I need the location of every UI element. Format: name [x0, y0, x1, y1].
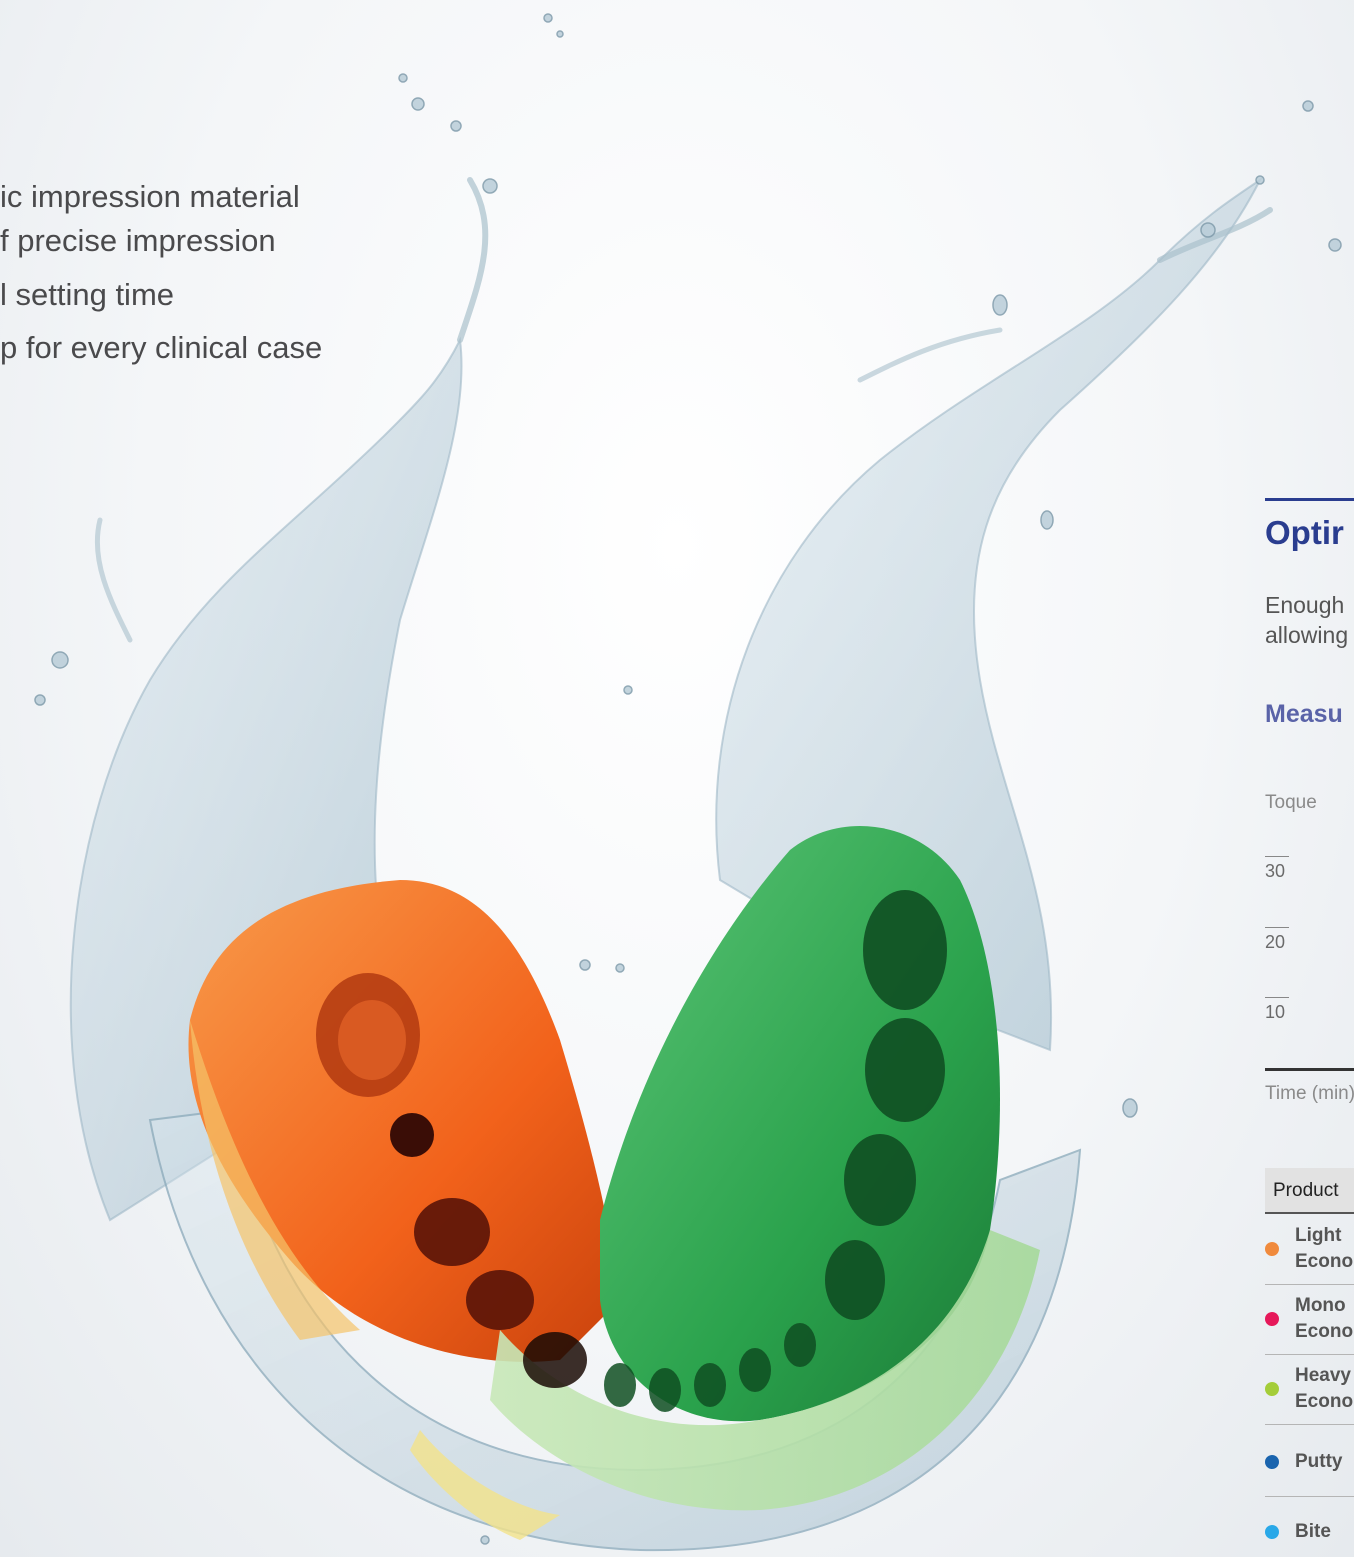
feature-bullet-2: f precise impression — [0, 223, 276, 258]
product-table-header: Product — [1265, 1168, 1354, 1214]
y-tick-line-10 — [1265, 997, 1289, 998]
feature-bullet-1: ic impression material — [0, 179, 300, 214]
feature-bullet-3: l setting time — [0, 277, 175, 312]
table-row: Mono Econo — [1265, 1284, 1354, 1355]
feature-bullet-4: p for every clinical case — [0, 330, 323, 365]
product-name: Bite — [1295, 1519, 1331, 1545]
y-tick-label-30: 30 — [1265, 861, 1286, 881]
color-dot — [1265, 1382, 1279, 1396]
section-heading: Optir — [1265, 514, 1344, 551]
product-name-line-1: Bite — [1295, 1521, 1331, 1542]
product-column-header: Product — [1273, 1180, 1339, 1201]
product-name-line-2: Econo — [1295, 1321, 1354, 1342]
product-name-line-2: Econo — [1295, 1391, 1354, 1412]
section-intro: Enough allowing — [1265, 590, 1348, 650]
product-name-line-2: Econo — [1295, 1251, 1354, 1272]
product-name: Putty — [1295, 1449, 1343, 1475]
product-name: Heavy Econo — [1295, 1363, 1353, 1415]
table-row: Light Econo — [1265, 1214, 1354, 1285]
chart-subheading: Measu — [1265, 700, 1343, 728]
color-dot — [1265, 1455, 1279, 1469]
product-name: Mono Econo — [1295, 1293, 1353, 1345]
product-name: Light Econo — [1295, 1223, 1353, 1275]
table-row: Heavy Econo — [1265, 1354, 1354, 1425]
intro-line-2: allowing — [1265, 622, 1349, 648]
intro-line-1: Enough — [1265, 592, 1345, 618]
color-dot — [1265, 1242, 1279, 1256]
table-row: Bite — [1265, 1496, 1354, 1557]
y-tick-line-20 — [1265, 927, 1289, 928]
product-name-line-1: Mono — [1295, 1295, 1346, 1316]
y-axis-title: Toque — [1265, 792, 1317, 813]
color-dot — [1265, 1525, 1279, 1539]
product-name-line-1: Putty — [1295, 1451, 1343, 1472]
y-tick-label-10: 10 — [1265, 1002, 1286, 1022]
y-tick-label-20: 20 — [1265, 932, 1286, 952]
x-axis-line — [1265, 1068, 1354, 1071]
color-dot — [1265, 1312, 1279, 1326]
product-name-line-1: Heavy — [1295, 1365, 1351, 1386]
y-tick-line-30 — [1265, 856, 1289, 857]
section-rule — [1265, 498, 1354, 501]
product-name-line-1: Light — [1295, 1225, 1342, 1246]
x-axis-title: Time (min) — [1265, 1083, 1354, 1104]
table-row: Putty — [1265, 1424, 1354, 1497]
